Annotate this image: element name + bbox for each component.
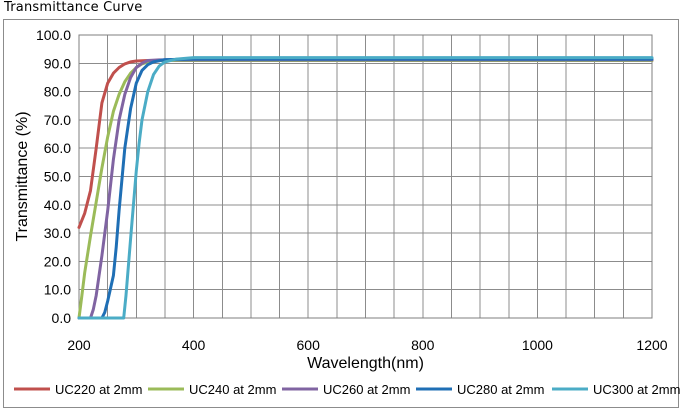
- legend-label: UC300 at 2mm: [593, 382, 680, 397]
- y-tick-label: 60.0: [44, 140, 71, 156]
- y-tick-label: 0.0: [52, 310, 72, 326]
- legend-label: UC280 at 2mm: [457, 382, 544, 397]
- plot-area-border: [78, 34, 653, 319]
- axis-layer: 200 400 600 800 1000 1200 0.0 10.0 20.0 30.0 40.0 5…: [36, 27, 668, 353]
- y-tick-label: 90.0: [44, 55, 71, 71]
- page-title: Transmittance Curve: [4, 0, 143, 15]
- x-tick-label: 1200: [636, 337, 667, 353]
- y-tick-label: 100.0: [36, 27, 71, 43]
- legend-label: UC240 at 2mm: [189, 382, 276, 397]
- y-tick-label: 20.0: [44, 253, 71, 269]
- series-line: [77, 56, 654, 320]
- y-tick-label: 50.0: [44, 169, 71, 185]
- x-tick-label: 1000: [522, 337, 553, 353]
- y-axis-title: Transmittance (%): [14, 111, 31, 241]
- y-tick-label: 30.0: [44, 225, 71, 241]
- legend-label: UC220 at 2mm: [55, 382, 142, 397]
- grid-layer: [78, 34, 653, 319]
- y-tick-label: 80.0: [44, 84, 71, 100]
- x-tick-label: 600: [297, 337, 321, 353]
- series-layer: [77, 56, 654, 320]
- x-tick-label: 200: [67, 337, 91, 353]
- x-axis-title: Wavelength(nm): [307, 355, 424, 372]
- y-tick-label: 40.0: [44, 197, 71, 213]
- y-tick-label: 70.0: [44, 112, 71, 128]
- x-tick-label: 800: [411, 337, 435, 353]
- y-tick-label: 10.0: [44, 282, 71, 298]
- x-tick-label: 400: [182, 337, 206, 353]
- legend-label: UC260 at 2mm: [323, 382, 410, 397]
- legend: UC220 at 2mm UC240 at 2mm UC260 at 2mm UC28…: [14, 382, 680, 397]
